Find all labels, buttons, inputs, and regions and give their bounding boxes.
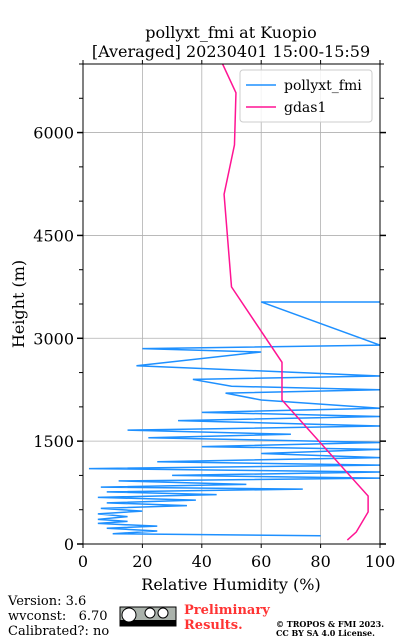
version: Version: 3.6 — [7, 594, 86, 609]
x-axis-label: Relative Humidity (%) — [141, 575, 320, 594]
y-tick-label: 4500 — [33, 226, 74, 245]
chart-subtitle: [Averaged] 20230401 15:00-15:59 — [92, 42, 370, 61]
wvconst: wvconst: 6.70 — [8, 609, 108, 624]
notice-text: Preliminary — [184, 603, 270, 618]
license: CC BY SA 4.0 License. — [276, 628, 375, 638]
x-tick-label: 60 — [251, 552, 271, 571]
x-tick-label: 40 — [192, 552, 212, 571]
y-axis-label: Height (m) — [9, 260, 28, 348]
legend-label: gdas1 — [284, 100, 326, 116]
plot-frame — [82, 63, 381, 545]
chart-title: pollyxt_fmi at Kuopio — [145, 23, 316, 42]
x-tick-label: 80 — [310, 552, 330, 571]
notice: Preliminary Results. — [184, 603, 274, 633]
cc-badge — [119, 606, 177, 627]
y-tick-label: 0 — [64, 535, 74, 554]
copyright: © TROPOS & FMI 2023. — [276, 619, 384, 629]
legend-label: pollyxt_fmi — [284, 78, 362, 94]
y-tick-label: 1500 — [33, 432, 74, 451]
y-tick-label: 3000 — [33, 329, 74, 348]
x-tick-label: 0 — [78, 552, 88, 571]
series-line — [221, 64, 369, 541]
x-tick-label: 20 — [132, 552, 152, 571]
legend-box — [239, 69, 373, 123]
y-tick-label: 6000 — [33, 124, 74, 143]
notice-text: Results. — [184, 618, 243, 633]
x-tick-label: 100 — [365, 552, 396, 571]
calibrated: Calibrated?: no — [8, 624, 109, 639]
series-line — [88, 301, 380, 537]
